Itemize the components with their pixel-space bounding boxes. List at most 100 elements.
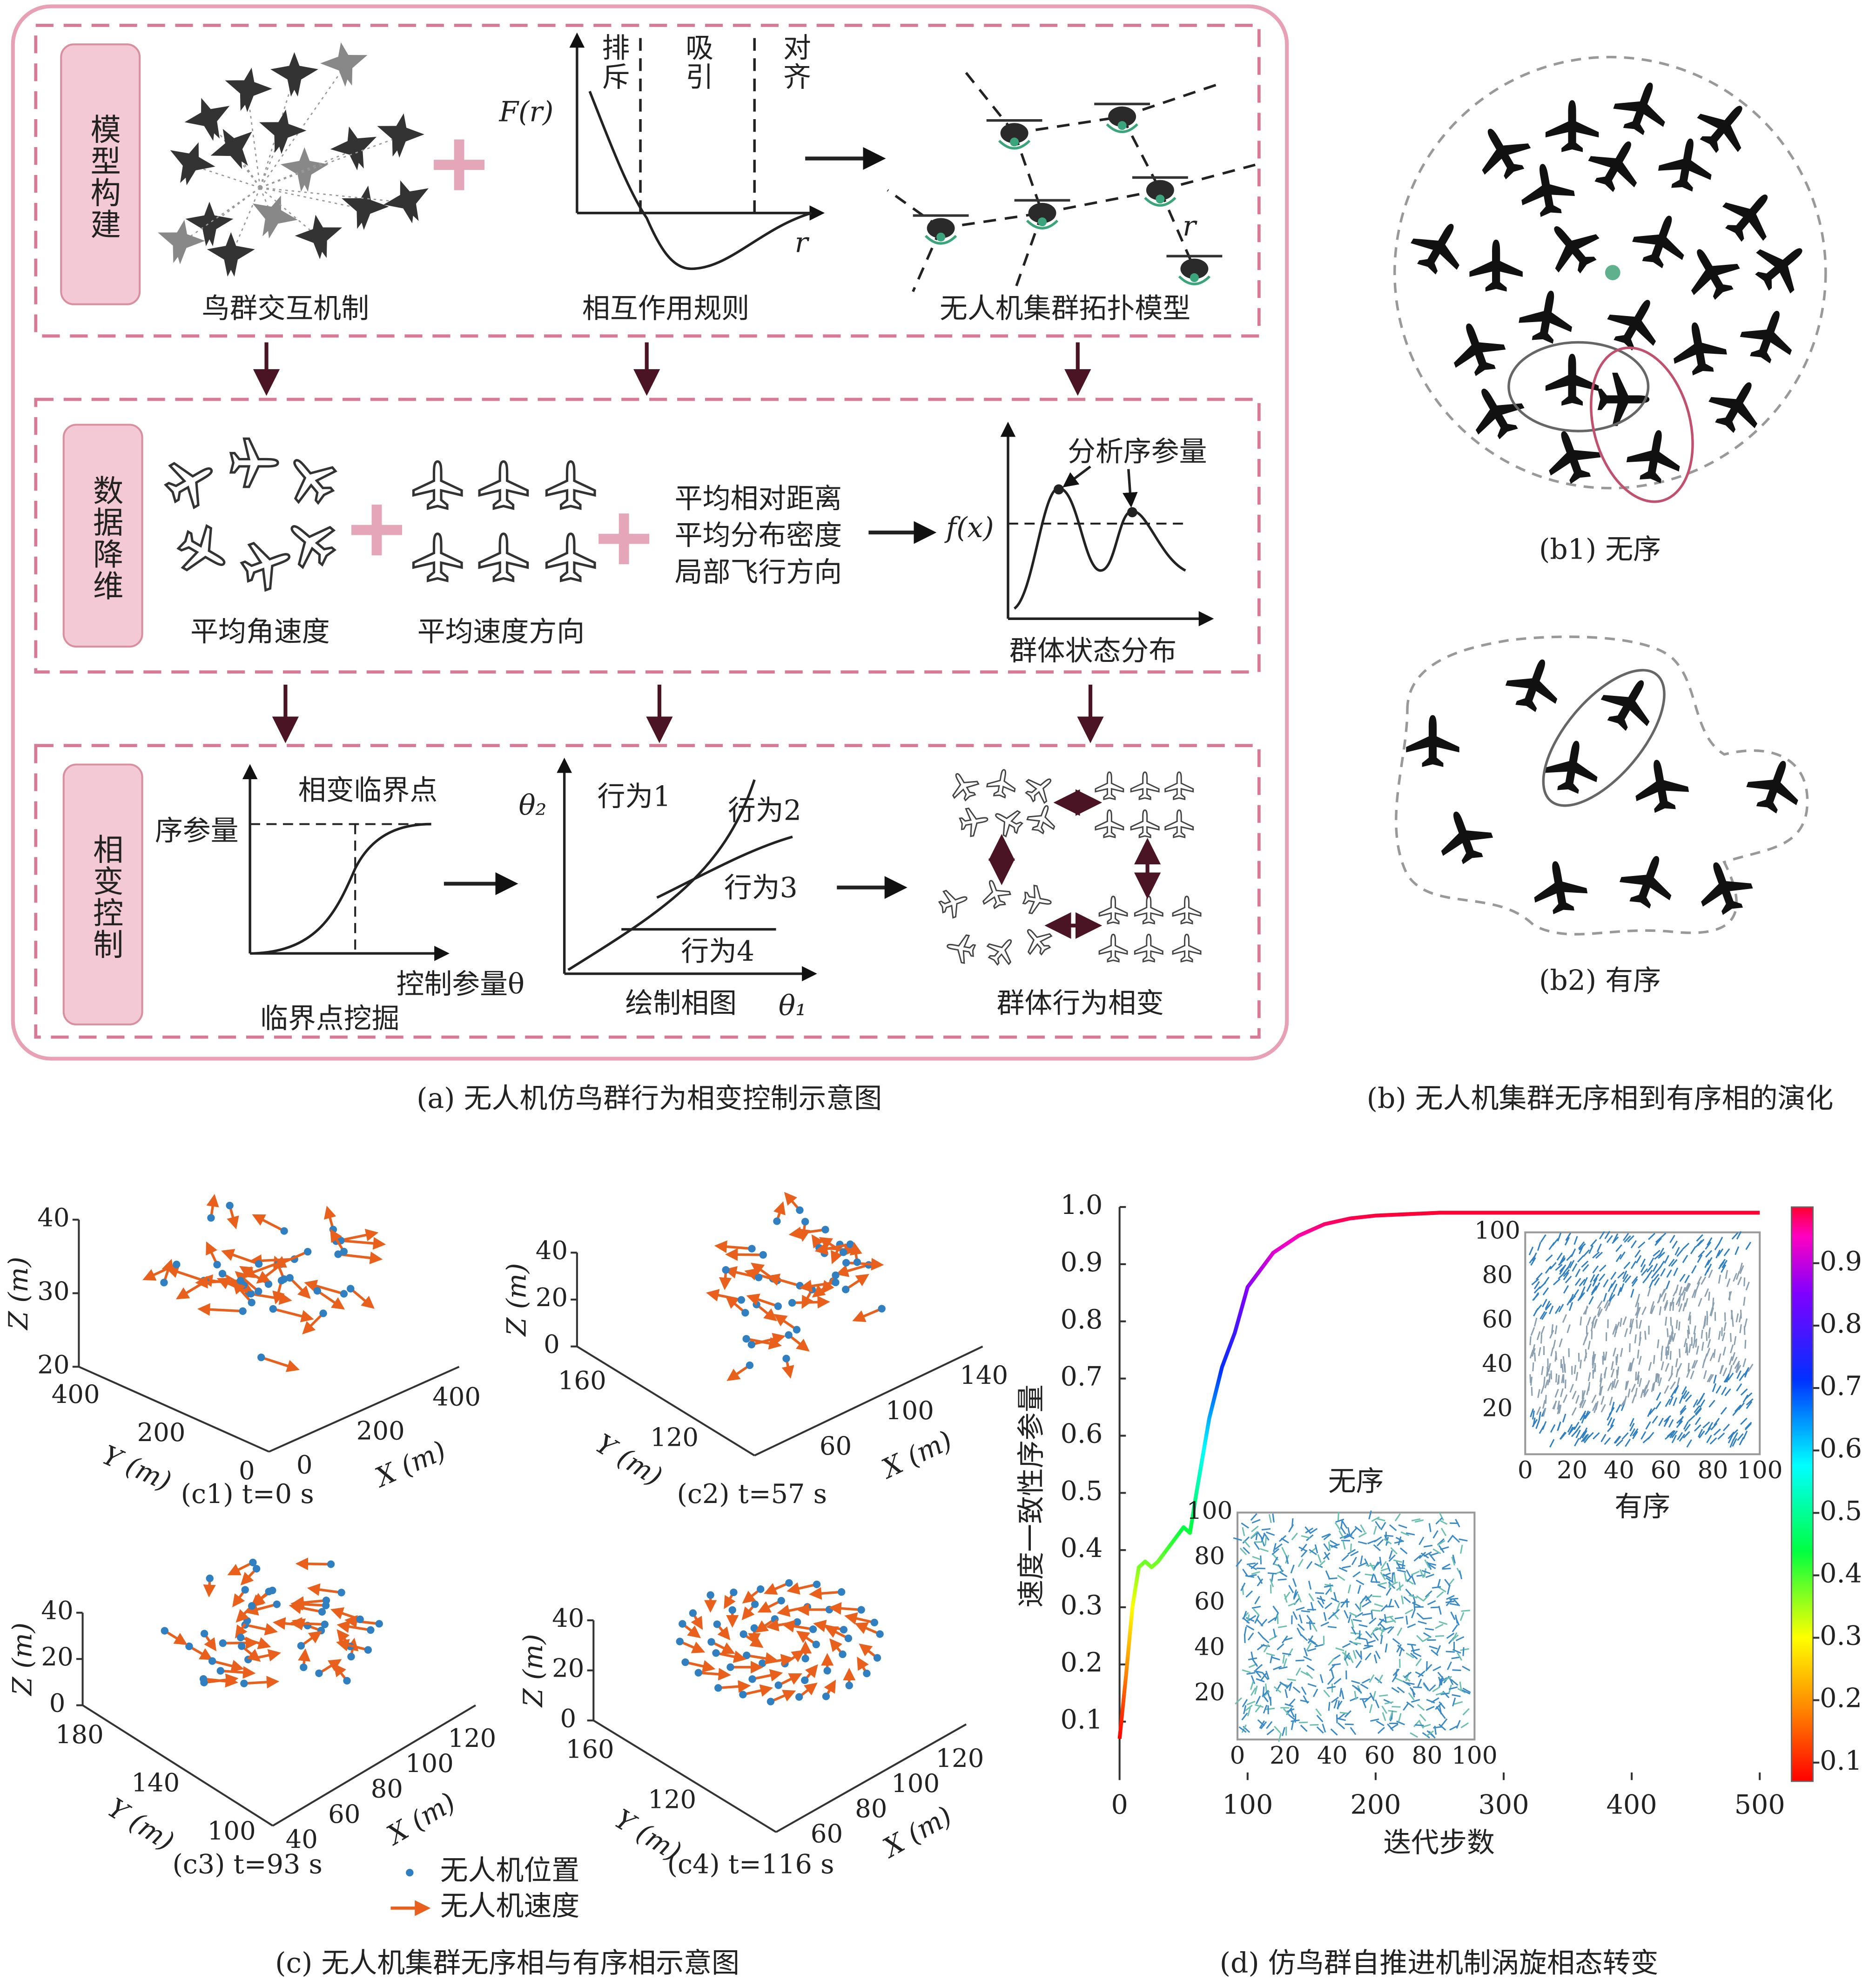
inset-agent: [1333, 1699, 1338, 1709]
inset-agent: [1256, 1678, 1265, 1683]
inset-agent: [1672, 1240, 1678, 1249]
velocity-arrow: [212, 1659, 244, 1672]
inset-agent: [1331, 1597, 1339, 1603]
inset-agent: [1344, 1534, 1352, 1539]
plane-icon: [1516, 286, 1578, 347]
inset-agent: [1344, 1710, 1351, 1718]
x-tick-label: 100: [405, 1748, 454, 1778]
plus-icon: [371, 505, 382, 556]
y-tick-label: 160: [566, 1734, 614, 1764]
inset-agent: [1550, 1424, 1556, 1433]
inset-agent: [1371, 1609, 1381, 1612]
inset-agent: [1300, 1543, 1307, 1552]
label: r: [1183, 210, 1197, 243]
drone-position: [343, 1677, 351, 1685]
inset-agent: [1563, 1269, 1570, 1277]
drone-position: [243, 1617, 251, 1625]
inset-agent: [1417, 1678, 1422, 1688]
inset-agent: [1310, 1602, 1314, 1611]
inset-agent: [1630, 1240, 1637, 1248]
inset-agent: [1451, 1557, 1455, 1566]
inset-agent: [1663, 1418, 1669, 1427]
inset-agent: [1572, 1390, 1577, 1400]
y-tick-label: 100: [208, 1816, 256, 1846]
inset-agent: [1274, 1543, 1283, 1550]
label: 行为4: [681, 935, 754, 968]
inset-agent: [1540, 1311, 1546, 1320]
inset-agent: [1557, 1405, 1560, 1415]
inset-agent: [1596, 1243, 1602, 1252]
inset-agent: [1615, 1254, 1622, 1262]
vertical-label: 对齐: [778, 33, 811, 91]
vertical-label: 吸引: [681, 33, 713, 91]
inset-agent: [1457, 1652, 1463, 1661]
inset-agent: [1338, 1567, 1348, 1572]
inset-agent: [1253, 1608, 1260, 1616]
inset-agent: [1317, 1600, 1324, 1608]
link: [962, 69, 1015, 134]
inset-agent: [1624, 1275, 1632, 1283]
velocity-arrow: [787, 1582, 817, 1595]
inset-agent: [1582, 1264, 1589, 1272]
velocity-arrow: [336, 1620, 371, 1633]
inset-agent: [1668, 1396, 1674, 1405]
inset-agent: [1599, 1264, 1607, 1272]
inset-agent: [1274, 1612, 1279, 1621]
inset-agent: [1435, 1517, 1443, 1525]
inset-agent: [1448, 1686, 1458, 1690]
inset-agent: [1339, 1712, 1349, 1714]
y-tick-label: 180: [55, 1719, 104, 1749]
inset-agent: [1271, 1656, 1280, 1661]
velocity-arrow: [273, 1307, 314, 1322]
inset-agent: [1283, 1658, 1287, 1667]
inset-agent: [1460, 1722, 1469, 1729]
label: 平均速度方向: [417, 615, 585, 648]
inset-agent: [1319, 1596, 1324, 1604]
inset-agent: [1613, 1233, 1619, 1242]
inset-agent: [1565, 1275, 1572, 1284]
inset-agent: [1641, 1268, 1648, 1276]
drone-signal: [1106, 123, 1138, 133]
inset-agent: [1285, 1681, 1293, 1689]
z-tick-label: 40: [552, 1603, 584, 1633]
inset-agent: [1252, 1556, 1261, 1560]
inset-agent: [1387, 1723, 1394, 1732]
drone-position: [236, 1277, 244, 1285]
inset-agent: [1694, 1417, 1701, 1425]
inset-agent: [1385, 1587, 1392, 1596]
inset-agent: [1352, 1650, 1357, 1659]
inset-agent: [1632, 1428, 1639, 1436]
inset-agent: [1707, 1263, 1712, 1273]
inset-agent: [1732, 1408, 1739, 1416]
drone-position: [340, 1290, 348, 1298]
inset-agent: [1586, 1386, 1590, 1395]
inset-agent: [1397, 1644, 1405, 1651]
inset-agent: [1351, 1685, 1360, 1691]
inset-agent: [1723, 1322, 1727, 1331]
inset-agent: [1738, 1313, 1742, 1323]
axis-label: Y (m): [97, 1440, 175, 1497]
inset-agent: [1397, 1686, 1405, 1693]
drone-position: [748, 1245, 756, 1253]
inset-agent: [1423, 1682, 1429, 1691]
x-tick-label: 400: [1607, 1790, 1657, 1820]
inset-agent: [1574, 1278, 1581, 1286]
inset-agent: [1446, 1595, 1455, 1600]
inset-agent: [1336, 1602, 1341, 1611]
y-tick-label: 120: [650, 1422, 699, 1452]
inset-agent: [1721, 1264, 1727, 1273]
inset-agent: [1453, 1598, 1460, 1607]
inset-agent: [1581, 1390, 1584, 1400]
z-tick-label: 20: [536, 1282, 568, 1312]
inset-agent: [1309, 1528, 1318, 1534]
inset-agent: [1423, 1544, 1433, 1548]
inset-agent: [1563, 1285, 1569, 1294]
inset-agent: [1380, 1567, 1390, 1572]
link: [941, 211, 1042, 229]
colorbar-tick-label: 0.5: [1820, 1496, 1862, 1526]
inset-agent: [1250, 1675, 1256, 1684]
plane-icon: [413, 461, 462, 508]
y-tick-label: 0.9: [1060, 1247, 1103, 1278]
inset-agent: [1437, 1579, 1441, 1588]
drone-position: [347, 1285, 355, 1293]
